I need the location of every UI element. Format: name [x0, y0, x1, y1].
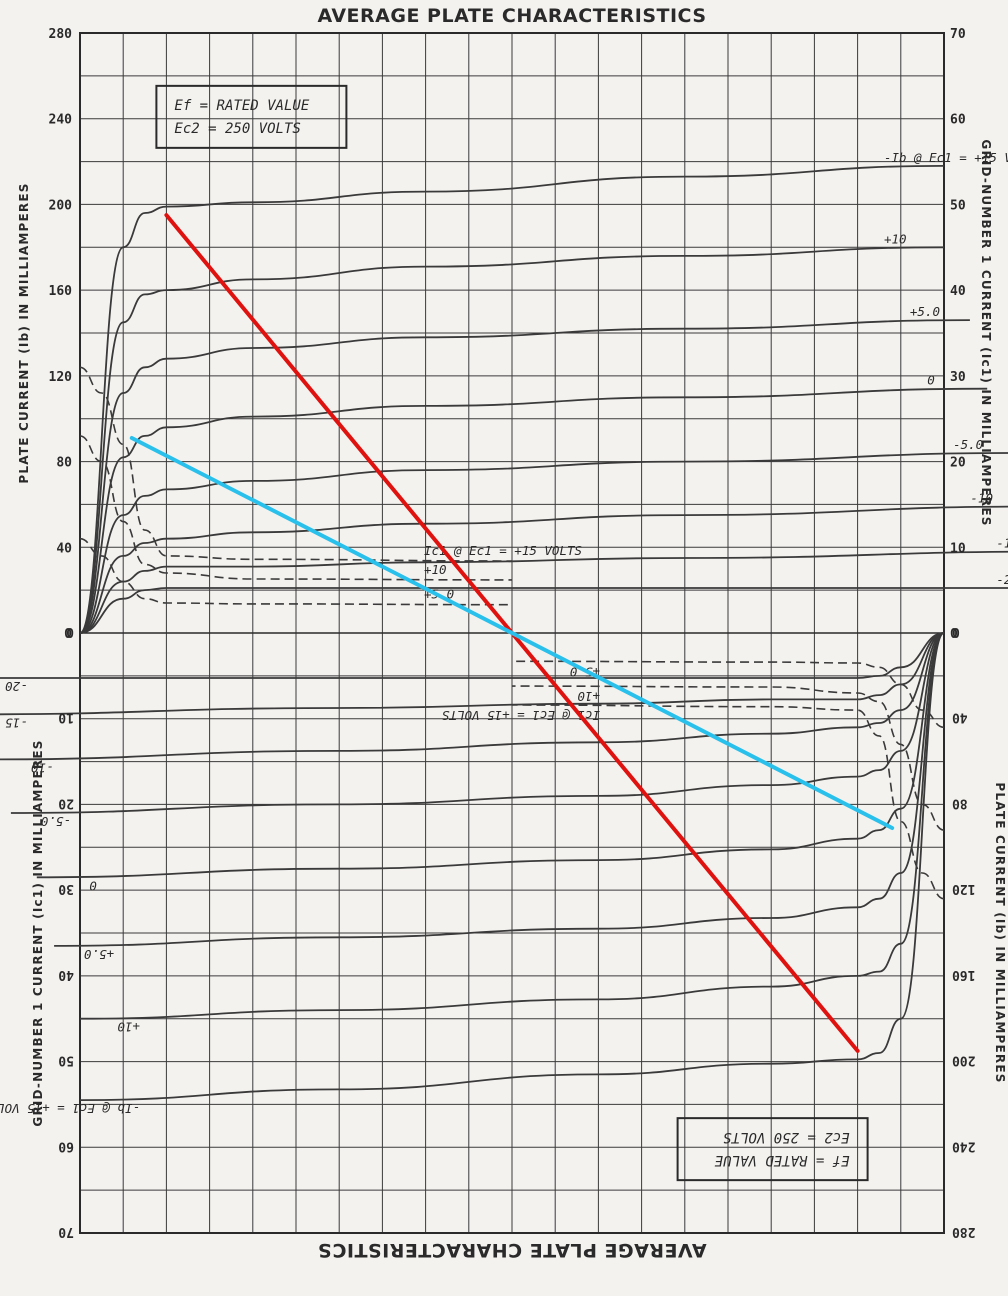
plate-curve-1: [79, 165, 945, 634]
grid-tick-label: 50: [58, 1053, 74, 1068]
plate-curve-3: [54, 632, 945, 947]
note-ec2: Ec2 = 250 VOLTS: [723, 1129, 849, 1145]
plate-curve-6: [79, 505, 1008, 634]
grid-curve-2: [511, 685, 945, 831]
chart-title: AVERAGE PLATE CHARACTERISTICS: [317, 5, 706, 27]
plate-curve-5: [10, 632, 945, 814]
grid-tick-label: 20: [58, 795, 74, 810]
plate-curve-label: -5.0: [41, 814, 71, 829]
plate-curve-4: [79, 387, 988, 634]
plate-curve-8: [0, 632, 945, 679]
grid-axis-label: GRID-NUMBER 1 CURRENT (Ic1) IN MILLIAMPE…: [31, 739, 45, 1126]
grid-curve-label: +10: [424, 562, 447, 577]
plate-tick-label: 240: [952, 1138, 976, 1153]
grid-curve-label: +10: [577, 689, 600, 704]
plate-tick-label: 200: [49, 198, 73, 213]
note-ef: Ef = RATED VALUE: [714, 1152, 849, 1168]
grid-tick-label: 40: [58, 967, 74, 982]
plate-axis-label: PLATE CURRENT (Ib) IN MILLIAMPERES: [17, 182, 31, 483]
plate-curve-8: [79, 587, 1008, 634]
plate-curve-1: [79, 632, 945, 1101]
grid-tick-label: 70: [58, 1224, 74, 1239]
grid-tick-label: 30: [58, 881, 74, 896]
plate-curve-label: 0: [89, 878, 97, 893]
note-box: [676, 1117, 869, 1182]
chart-title: AVERAGE PLATE CHARACTERISTICS: [317, 1239, 706, 1261]
grid-axis-label: GRID-NUMBER 1 CURRENT (Ic1) IN MILLIAMPE…: [979, 139, 993, 526]
plate-tick-label: 160: [952, 967, 976, 982]
plate-tick-label: 40: [56, 541, 72, 556]
plate-curve-5: [79, 452, 1008, 634]
plate-tick-label: 0: [64, 627, 72, 642]
plate-curve-2: [79, 246, 945, 634]
load-line-layer: [129, 213, 895, 1053]
plate-tick-label: 120: [952, 881, 976, 896]
plate-curve-2: [79, 632, 945, 1020]
plate-curve-label: -15: [996, 536, 1008, 551]
plate-curve-label: -20: [996, 572, 1008, 587]
plate-tick-label: 160: [49, 284, 73, 299]
upper-panel: -Ib @ Ec1 = +15 VOLTS +10 +5.0 0 -5.0 -10 -15 -…: [17, 5, 1008, 642]
grid-tick-label: 30: [950, 370, 966, 385]
plate-tick-label: 0: [952, 624, 960, 639]
plate-curve-7: [0, 632, 945, 716]
note-ec2: Ec2 = 250 VOLTS: [174, 121, 300, 137]
grid-tick-label: 60: [58, 1138, 74, 1153]
grid-tick-label: 50: [950, 198, 966, 213]
grid-curve-3: [511, 660, 945, 729]
plate-curve-label: +10: [117, 1020, 140, 1035]
grid-curve-3: [79, 537, 513, 606]
note-ef: Ef = RATED VALUE: [174, 98, 309, 114]
plate-tick-label: 120: [49, 370, 73, 385]
grid-tick-label: 10: [58, 710, 74, 725]
plate-tick-label: 80: [56, 456, 72, 471]
plate-curve-label: -10: [31, 760, 54, 775]
plate-tick-label: 280: [49, 27, 73, 42]
grid-curve-label: Ic1 @ Ec1 = +15 VOLTS: [442, 708, 600, 723]
grid-tick-label: 20: [950, 456, 966, 471]
plate-curve-label: +10: [884, 231, 907, 246]
grid-curve-2: [79, 435, 513, 581]
grid-curve-label: Ic1 @ Ec1 = +15 VOLTS: [424, 543, 582, 558]
plate-curve-label: -20: [5, 679, 28, 694]
grid-tick-label: 0: [950, 627, 958, 642]
plate-curve-4: [36, 632, 945, 879]
lower-panel-mirror: -Ib @ Ec1 = +15 VOLTS +10 +5.0 0 -5.0 -10 -15 -…: [0, 624, 1007, 1261]
grid-tick-label: 70: [950, 27, 966, 42]
plate-axis-label: PLATE CURRENT (Ib) IN MILLIAMPERES: [993, 782, 1007, 1083]
note-box: [155, 84, 348, 149]
plate-curve-6: [0, 632, 945, 761]
plate-tick-label: 280: [952, 1224, 976, 1239]
grid-tick-label: 0: [66, 624, 74, 639]
plate-tick-label: 240: [49, 113, 73, 128]
plate-tick-label: 40: [952, 710, 968, 725]
plate-tick-label: 80: [952, 795, 968, 810]
load-line-2: [129, 436, 895, 830]
grid-curve-1: [511, 704, 945, 900]
grid-tick-label: 40: [950, 284, 966, 299]
plate-curve-label: +5.0: [910, 304, 940, 319]
grid-curve-1: [79, 366, 513, 562]
plate-curve-label: -5.0: [953, 437, 983, 452]
grid-tick-label: 10: [950, 541, 966, 556]
plate-curve-3: [79, 319, 970, 634]
curve-layer: -Ib @ Ec1 = +15 VOLTS +10 +5.0 0 -5.0 -10 -15 -…: [0, 5, 1008, 1261]
plate-curve-label: -Ib @ Ec1 = +15 VOLTS: [884, 150, 1008, 165]
plate-curve-label: +5.0: [84, 947, 114, 962]
plate-curve-label: -10: [970, 491, 993, 506]
plate-curve-7: [79, 550, 1008, 634]
plate-curve-label: -15: [5, 715, 28, 730]
plate-tick-label: 200: [952, 1053, 976, 1068]
plate-curve-label: -Ib @ Ec1 = +15 VOLTS: [0, 1101, 140, 1116]
grid-tick-label: 60: [950, 113, 966, 128]
plate-curve-label: 0: [927, 373, 935, 388]
